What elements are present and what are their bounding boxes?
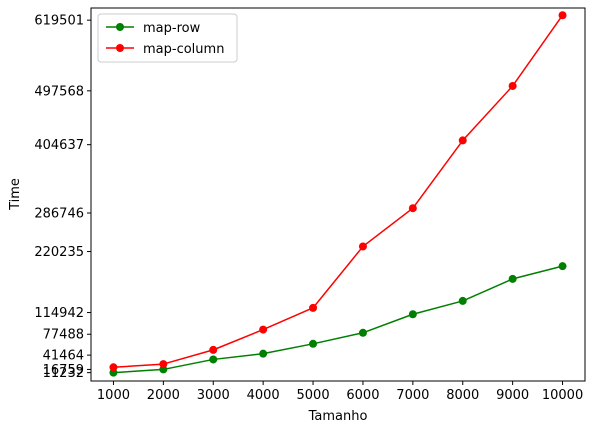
- y-tick-label: 16759: [43, 363, 84, 378]
- series-line-map-row: [113, 265, 563, 374]
- legend: map-row map-column: [97, 13, 238, 63]
- y-tick-label: 286746: [34, 206, 84, 221]
- x-tick-label: 7000: [396, 388, 429, 403]
- x-tick-label: 4000: [247, 388, 280, 403]
- data-point-map-row: [259, 349, 268, 358]
- plot-area: [91, 8, 585, 381]
- data-point-map-row: [408, 310, 417, 319]
- data-point-map-column: [508, 81, 517, 90]
- x-tick-label: 8000: [446, 388, 479, 403]
- y-tick-label: 404637: [34, 138, 84, 153]
- data-point-map-row: [309, 339, 318, 348]
- data-point-map-column: [358, 242, 367, 251]
- data-point-map-row: [558, 262, 567, 271]
- y-tick-label: 220235: [34, 245, 84, 260]
- data-point-map-column: [259, 325, 268, 334]
- data-point-map-row: [209, 355, 218, 364]
- x-tick-label: 9000: [496, 388, 529, 403]
- y-tick-label: 619501: [34, 14, 84, 29]
- x-tick-label: 1000: [97, 388, 130, 403]
- data-point-map-row: [508, 274, 517, 283]
- y-tick-label: 77488: [43, 328, 84, 343]
- plot-frame: [90, 7, 586, 382]
- data-point-map-column: [159, 360, 168, 369]
- data-point-map-column: [458, 136, 467, 145]
- legend-marker-map-row: [116, 23, 124, 31]
- y-axis-label: Time: [8, 178, 23, 211]
- y-tick-label: 114942: [34, 306, 84, 321]
- y-tick-label: 11232: [43, 366, 84, 381]
- x-tick-label: 3000: [197, 388, 230, 403]
- data-point-map-column: [309, 303, 318, 312]
- legend-label-map-column: map-column: [143, 42, 224, 57]
- data-point-map-column: [408, 204, 417, 213]
- data-point-map-row: [458, 296, 467, 305]
- legend-box: [97, 13, 238, 63]
- data-point-map-column: [109, 363, 118, 372]
- legend-marker-map-column: [116, 44, 124, 52]
- x-axis-label: Tamanho: [308, 409, 368, 424]
- x-tick-label: 10000: [542, 388, 583, 403]
- x-axis: 1000 2000 3000 4000 5000 6000 7000 8000 9000 1000…: [97, 381, 583, 403]
- data-point-map-row: [358, 328, 367, 337]
- data-point-map-column: [558, 11, 567, 20]
- series-layer: [109, 11, 567, 377]
- x-tick-label: 2000: [147, 388, 180, 403]
- x-tick-label: 5000: [297, 388, 330, 403]
- series-line-map-column: [113, 14, 564, 369]
- data-point-map-column: [209, 345, 218, 354]
- legend-label-map-row: map-row: [143, 21, 201, 36]
- y-tick-label: 41464: [43, 349, 84, 364]
- y-tick-label: 497568: [34, 84, 84, 99]
- x-tick-label: 6000: [346, 388, 379, 403]
